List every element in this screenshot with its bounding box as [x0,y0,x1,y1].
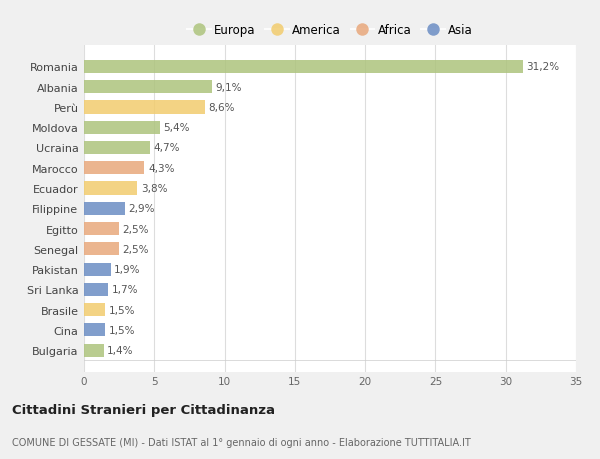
Bar [84,101,205,114]
Bar [84,121,160,134]
Bar [84,243,119,256]
Bar [84,182,137,195]
Legend: Europa, America, Africa, Asia: Europa, America, Africa, Asia [182,19,478,42]
Text: 1,7%: 1,7% [112,285,138,295]
Bar [84,283,108,297]
Text: 1,4%: 1,4% [107,346,134,355]
Text: 2,5%: 2,5% [122,244,149,254]
Bar [84,142,150,155]
Bar [84,223,119,235]
Text: 4,3%: 4,3% [148,163,175,174]
Bar [84,344,104,357]
Text: 1,5%: 1,5% [109,305,135,315]
Text: 9,1%: 9,1% [215,83,242,93]
Text: 2,5%: 2,5% [122,224,149,234]
Bar [84,303,105,317]
Bar [84,324,105,337]
Text: 8,6%: 8,6% [208,103,235,113]
Text: 31,2%: 31,2% [526,62,559,72]
Bar [84,202,125,215]
Text: 5,4%: 5,4% [163,123,190,133]
Bar [84,263,111,276]
Text: COMUNE DI GESSATE (MI) - Dati ISTAT al 1° gennaio di ogni anno - Elaborazione TU: COMUNE DI GESSATE (MI) - Dati ISTAT al 1… [12,437,471,447]
Bar [84,162,145,175]
Text: Cittadini Stranieri per Cittadinanza: Cittadini Stranieri per Cittadinanza [12,403,275,416]
Text: 4,7%: 4,7% [154,143,180,153]
Text: 2,9%: 2,9% [128,204,155,214]
Bar [84,61,523,74]
Text: 1,9%: 1,9% [114,264,141,274]
Text: 1,5%: 1,5% [109,325,135,335]
Bar [84,81,212,94]
Text: 3,8%: 3,8% [141,184,167,194]
